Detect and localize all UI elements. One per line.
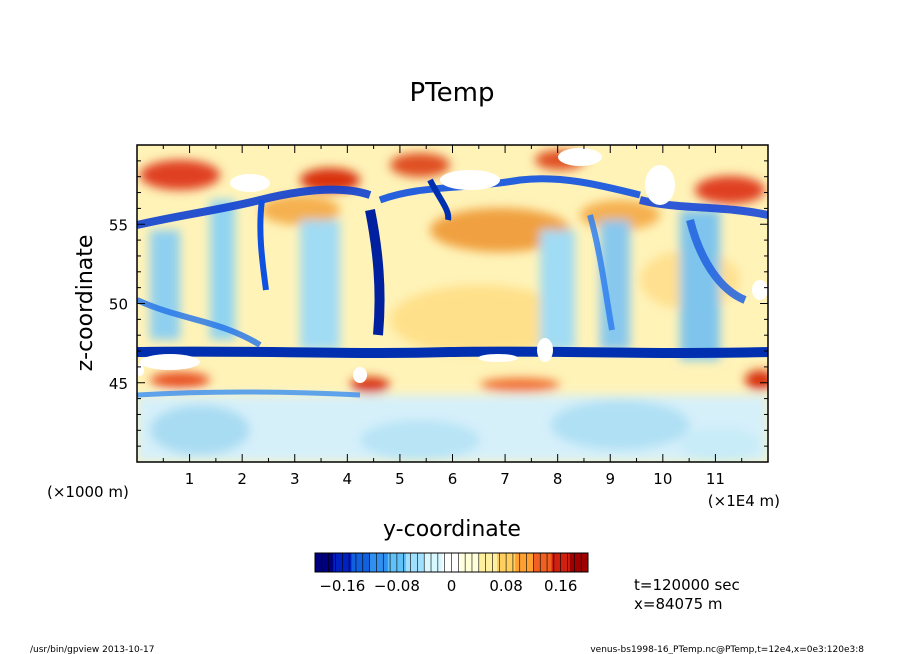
y-tick-label: 45 [109, 375, 128, 393]
x-tick-label: 4 [343, 470, 353, 488]
footer-right: venus-bs1998-16_PTemp.nc@PTemp,t=12e4,x=… [590, 645, 864, 654]
x-tick-label: 10 [653, 470, 672, 488]
colorbar-ticks: −0.16 −0.08 0 0.08 0.16 [319, 577, 577, 595]
colorbar-cell [460, 553, 480, 572]
colorbar-cell [406, 553, 425, 572]
colorbar-frame [314, 552, 589, 573]
colorbar-cell [424, 553, 443, 572]
colorbar-cell [569, 553, 589, 572]
colorbar-cell [478, 553, 498, 572]
x-tick-label: 6 [448, 470, 458, 488]
y-tick-label: 55 [109, 216, 128, 234]
colorbar-tick-label: 0 [447, 577, 457, 595]
x-tick-label: 3 [290, 470, 300, 488]
x-tick-label: 1 [185, 470, 195, 488]
y-axis-ticks: 45 50 55 [109, 160, 768, 447]
x-unit-right: (×1E4 m) [708, 492, 780, 510]
colorbar-cell [533, 553, 553, 572]
x-unit-left: (×1000 m) [47, 483, 129, 501]
x-tick-label: 9 [605, 470, 615, 488]
position-info: x=84075 m [634, 595, 723, 613]
x-axis-label: y-coordinate [383, 517, 521, 542]
colorbar-cell [369, 553, 389, 572]
colorbar-tick-label: 0.16 [544, 577, 577, 595]
footer-left: /usr/bin/gpview 2013-10-17 [30, 645, 154, 654]
x-tick-label: 11 [706, 470, 725, 488]
colorbar-tick-label: −0.16 [319, 577, 365, 595]
colorbar-cell [315, 553, 334, 572]
x-tick-label: 2 [237, 470, 247, 488]
time-info: t=120000 sec [634, 576, 740, 594]
colorbar-tick-label: −0.08 [374, 577, 420, 595]
colorbar-tick-label: 0.08 [489, 577, 522, 595]
y-tick-label: 50 [109, 296, 128, 314]
x-tick-label: 5 [395, 470, 405, 488]
colorbar [314, 552, 589, 573]
x-tick-label: 7 [500, 470, 510, 488]
x-axis-ticks: 1 2 3 4 5 6 7 8 9 10 11 [136, 145, 769, 488]
colorbar-cell [515, 553, 534, 572]
x-tick-label: 8 [553, 470, 563, 488]
y-axis-label: z-coordinate [73, 235, 98, 372]
heatmap-field [137, 145, 768, 462]
colorbar-cell [351, 553, 371, 572]
chart-title: PTemp [410, 78, 495, 108]
